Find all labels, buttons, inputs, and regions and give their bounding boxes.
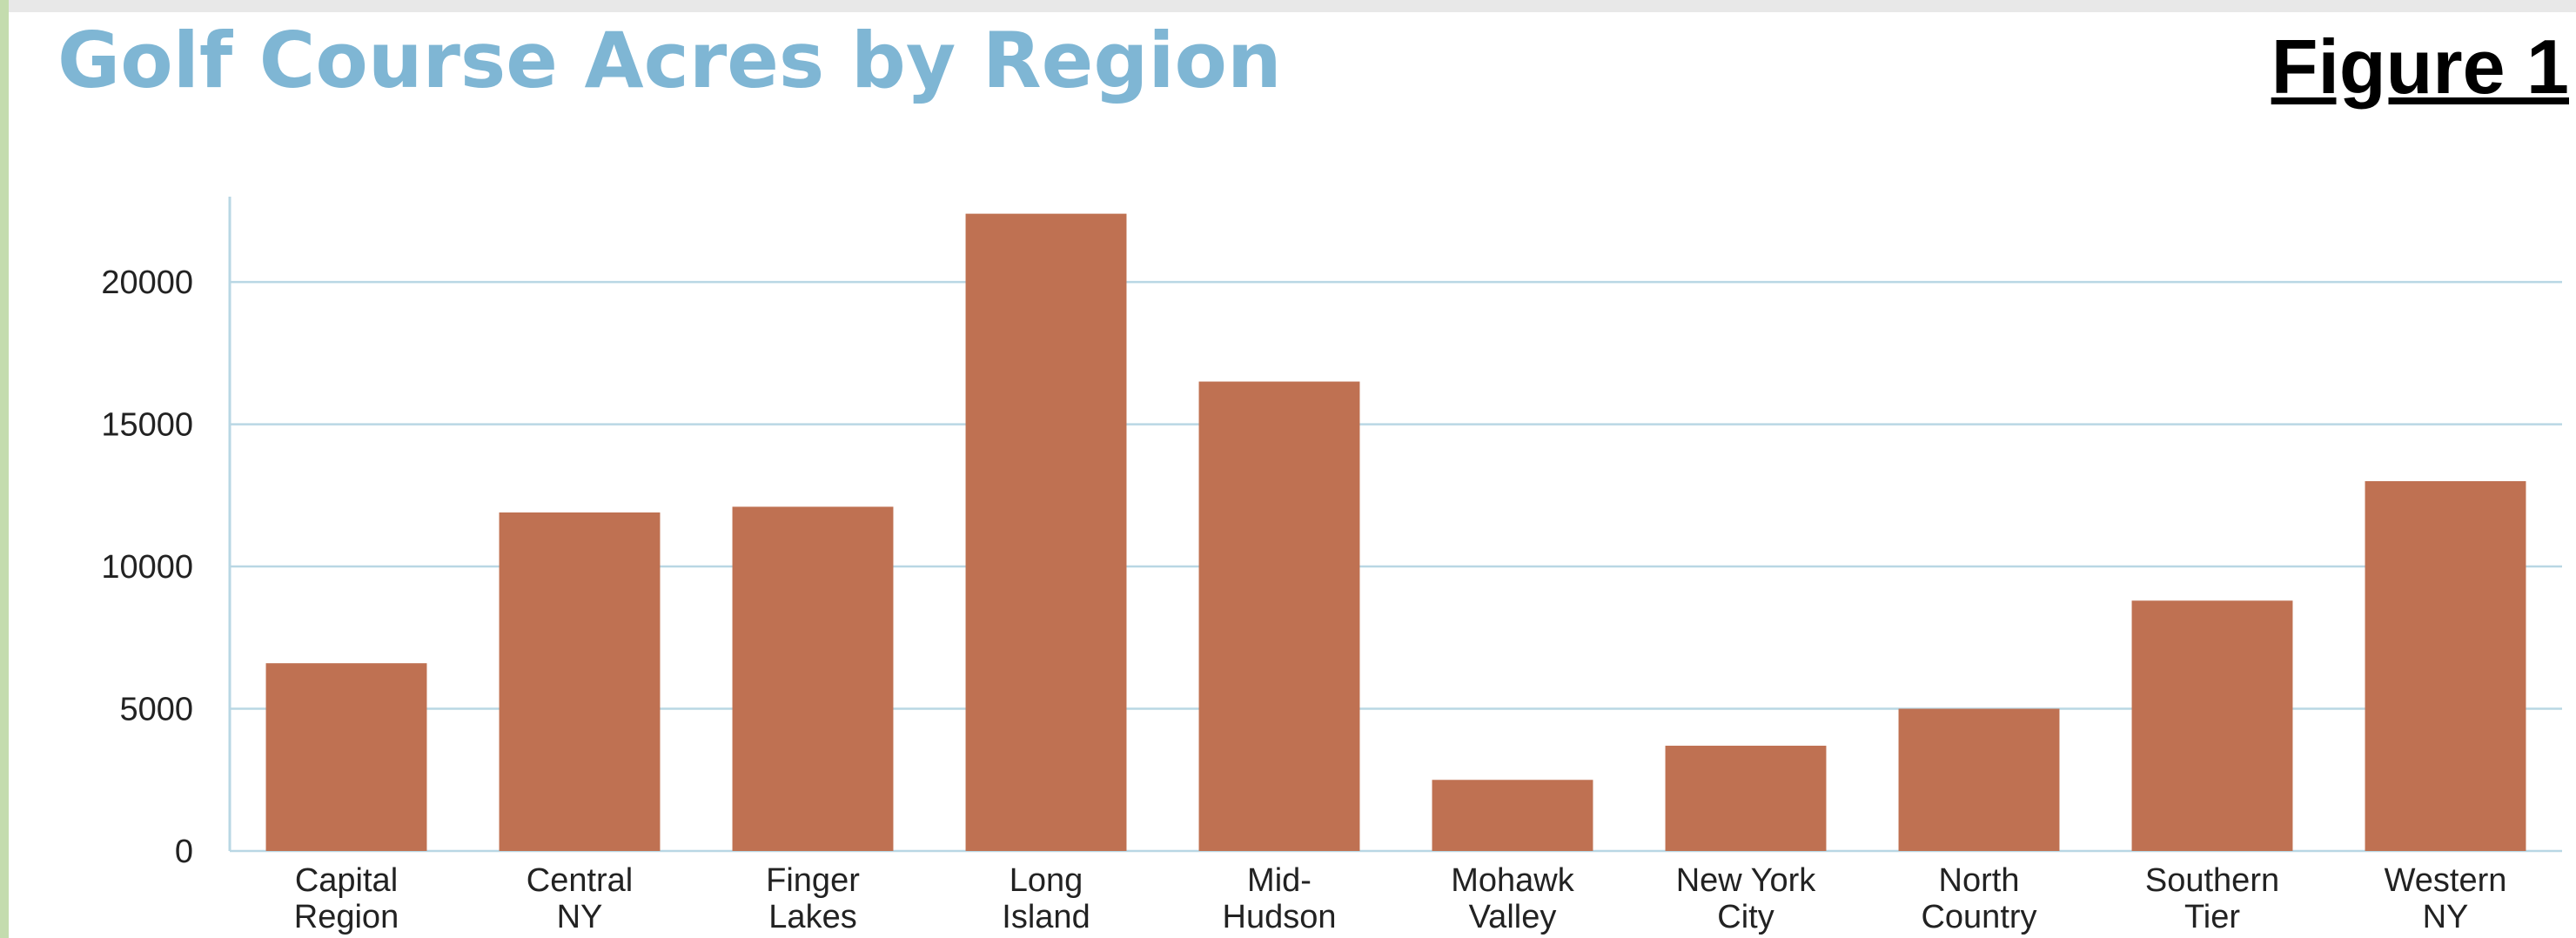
bar-layer (265, 213, 2526, 852)
x-category-label-line: Capital (295, 862, 398, 899)
x-category-label: Mid-Hudson (1223, 862, 1337, 935)
x-category-label-line: Mid- (1247, 862, 1311, 899)
bar (1198, 381, 1360, 851)
y-tick-label: 20000 (101, 265, 193, 301)
x-category-label-line: NY (557, 899, 603, 935)
figure-label: Figure 1 (2271, 23, 2569, 110)
x-category-label-line: Tier (2184, 899, 2240, 935)
x-category-label-line: City (1717, 899, 1774, 935)
x-category-label: Central NY (527, 862, 634, 935)
x-category-label: Mohawk Valley (1451, 862, 1574, 935)
x-category-label: Western NY (2385, 862, 2507, 935)
bar (265, 663, 427, 851)
x-category-label-line: Island (1002, 899, 1090, 935)
bar (2365, 480, 2526, 851)
x-category-label: Finger Lakes (766, 862, 860, 935)
label-layer: 0 5000 10000 15000 20000 Capital Region Central… (101, 265, 2506, 935)
bar (965, 213, 1127, 852)
y-tick-label: 10000 (101, 549, 193, 586)
x-category-label-line: Central (527, 862, 634, 899)
x-category-label: Long Island (1002, 862, 1090, 935)
x-category-label-line: Mohawk (1451, 862, 1574, 899)
x-category-label-line: Hudson (1223, 899, 1337, 935)
x-category-label-line: North (1939, 862, 2020, 899)
x-category-label-line: New York (1676, 862, 1817, 899)
x-category-label: North Country (1921, 862, 2036, 935)
chart-title: Golf Course Acres by Region (57, 16, 1282, 105)
bar (1898, 708, 2060, 851)
bar (499, 512, 661, 851)
x-category-label-line: Finger (766, 862, 860, 899)
x-category-label-line: Region (294, 899, 399, 935)
y-tick-label: 5000 (119, 692, 193, 728)
y-tick-label: 15000 (101, 407, 193, 444)
bar (2131, 600, 2293, 851)
bar (732, 506, 894, 851)
x-category-label-line: Western (2385, 862, 2507, 899)
left-border-strip (0, 0, 9, 938)
x-category-label-line: NY (2423, 899, 2469, 935)
x-category-label-line: Lakes (768, 899, 856, 935)
x-category-label: Capital Region (294, 862, 399, 935)
x-category-label-line: Country (1921, 899, 2036, 935)
x-category-label-line: Long (1010, 862, 1083, 899)
bar (1665, 746, 1827, 851)
x-category-label-line: Southern (2145, 862, 2279, 899)
x-category-label: Southern Tier (2145, 862, 2279, 935)
x-category-label-line: Valley (1469, 899, 1557, 935)
top-border-strip (0, 0, 2576, 12)
y-tick-label: 0 (175, 834, 193, 870)
x-category-label: New York City (1676, 862, 1817, 935)
bar (1432, 780, 1593, 851)
